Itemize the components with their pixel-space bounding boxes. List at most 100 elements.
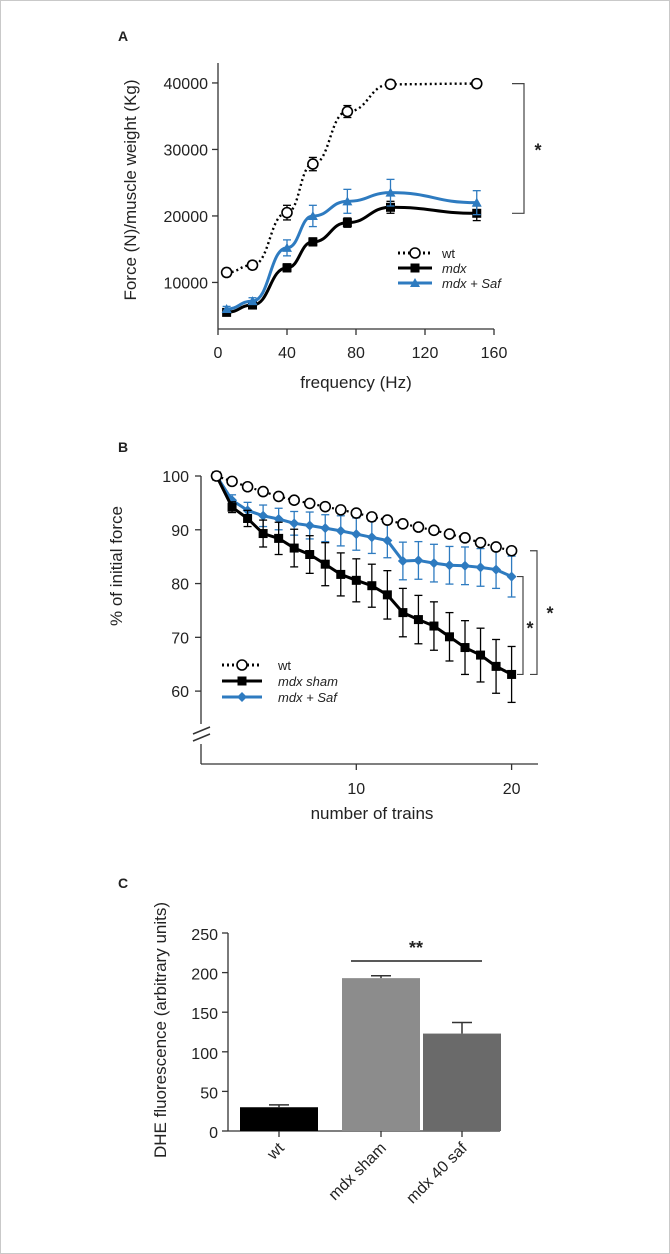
- data-point: [320, 523, 331, 534]
- y-tick-label: 0: [209, 1125, 218, 1142]
- data-point: [273, 514, 284, 525]
- data-point: [474, 536, 487, 549]
- data-point: [336, 569, 346, 579]
- y-tick-label: 70: [171, 630, 189, 647]
- data-point: [341, 105, 354, 118]
- series-mdx-sham: [212, 471, 517, 704]
- data-point: [382, 535, 393, 546]
- data-point: [506, 571, 517, 582]
- axis-break-mark: [192, 733, 211, 742]
- x-axis-title: frequency (Hz): [300, 373, 411, 392]
- significance-bracket-inner: [517, 575, 524, 676]
- data-point: [307, 210, 318, 220]
- data-point: [397, 518, 409, 530]
- data-point: [226, 475, 238, 488]
- data-point: [272, 490, 285, 503]
- data-point: [282, 263, 292, 273]
- data-point: [413, 555, 424, 566]
- legend-label: wt: [441, 246, 455, 261]
- y-axis-title: % of initial force: [107, 506, 126, 626]
- data-point: [243, 513, 253, 523]
- data-point: [444, 632, 454, 642]
- data-point: [460, 560, 471, 571]
- data-point: [350, 507, 363, 519]
- y-axis-title: Force (N)/muscle weight (Kg): [121, 79, 140, 300]
- data-point: [274, 533, 284, 543]
- data-point: [382, 590, 392, 600]
- x-tick-label: mdx 40 saf: [403, 1139, 471, 1207]
- y-tick-label: 20000: [164, 209, 209, 226]
- data-point: [412, 521, 425, 533]
- significance-label-outer: *: [546, 604, 553, 624]
- y-tick-label: 30000: [164, 142, 209, 159]
- y-tick-label: 100: [162, 469, 189, 486]
- data-point: [320, 559, 330, 569]
- x-tick-label: 20: [503, 781, 521, 798]
- x-tick-label: 0: [214, 345, 223, 362]
- data-point: [319, 500, 332, 513]
- x-tick-label: 40: [278, 345, 296, 362]
- bar: [240, 1107, 318, 1131]
- data-point: [351, 529, 362, 540]
- data-point: [246, 259, 259, 271]
- bar: [342, 978, 420, 1131]
- legend-marker: [410, 278, 420, 287]
- data-point: [257, 485, 269, 498]
- y-tick-label: 200: [191, 967, 218, 984]
- data-point: [476, 650, 486, 660]
- data-point: [429, 621, 439, 631]
- data-point: [227, 502, 237, 512]
- data-point: [335, 525, 346, 536]
- data-point: [241, 480, 254, 493]
- data-point: [459, 532, 471, 544]
- data-point: [367, 581, 377, 591]
- axis-break-mark: [192, 726, 211, 735]
- data-point: [342, 196, 353, 206]
- legend-marker: [409, 247, 421, 259]
- series-wt: [210, 470, 518, 557]
- bar: [423, 1033, 501, 1131]
- data-point: [507, 669, 517, 679]
- data-point: [428, 558, 439, 569]
- y-tick-label: 100: [191, 1046, 218, 1063]
- legend-marker: [410, 263, 420, 273]
- data-point: [289, 518, 300, 529]
- data-point: [221, 304, 232, 314]
- y-tick-label: 250: [191, 927, 218, 944]
- data-point: [351, 575, 361, 585]
- x-axis-title: number of trains: [311, 804, 434, 823]
- data-point: [366, 532, 377, 543]
- data-point: [281, 206, 293, 219]
- significance-bracket-outer: [530, 550, 538, 676]
- data-point: [490, 541, 502, 553]
- significance-label: **: [409, 938, 423, 958]
- x-tick-label: 10: [347, 781, 365, 798]
- data-point: [505, 544, 518, 557]
- panel-a-label: A: [118, 28, 128, 44]
- data-point: [210, 470, 223, 482]
- chart-fatigue: 10 20 60 70 80 90 100 number of trains % of init…: [107, 469, 554, 823]
- data-point: [334, 504, 347, 516]
- significance-label: *: [534, 140, 541, 160]
- x-tick-label: 80: [347, 345, 365, 362]
- x-tick-label: 120: [412, 345, 439, 362]
- data-point: [307, 158, 319, 170]
- data-point: [308, 237, 318, 247]
- data-point: [220, 266, 233, 279]
- significance-label-inner: *: [526, 619, 533, 639]
- legend-label: mdx + Saf: [442, 276, 502, 291]
- legend-label: mdx: [442, 261, 467, 276]
- y-tick-label: 10000: [164, 275, 209, 292]
- data-point: [471, 197, 482, 207]
- panel-b-label: B: [118, 439, 128, 455]
- y-tick-label: 90: [171, 523, 189, 540]
- data-point: [289, 543, 299, 553]
- data-point: [304, 520, 315, 531]
- y-tick-label: 60: [171, 684, 189, 701]
- chart-force-frequency: 0 40 80 120 160 10000 20000 30000 40000 frequency…: [121, 63, 542, 392]
- data-point: [258, 510, 269, 521]
- data-point: [342, 218, 352, 228]
- data-point: [397, 555, 408, 566]
